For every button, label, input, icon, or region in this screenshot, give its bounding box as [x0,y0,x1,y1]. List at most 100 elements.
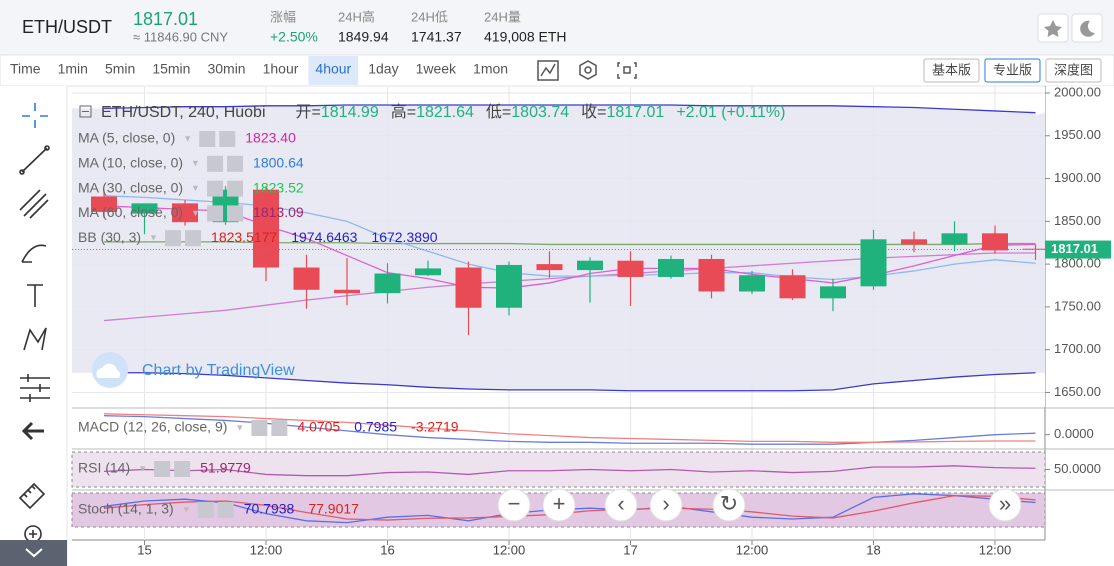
candle-body [779,275,806,299]
remove-button[interactable] [217,502,234,518]
indicator-value: 1813.09 [253,204,304,220]
remove-button[interactable] [227,180,244,197]
measure-tool[interactable] [20,374,50,402]
settings-button[interactable] [199,131,216,147]
nav-button[interactable] [542,488,576,522]
x-tick-label: 12:00 [493,542,526,557]
indicator-name: RSI (14) [78,460,130,476]
candle-body [415,268,441,276]
pane-y-label: 50.0000 [1054,461,1101,476]
remove-button[interactable] [227,155,244,172]
settings-button[interactable] [207,180,224,197]
settings-button[interactable] [197,502,214,518]
settings-button[interactable] [207,205,224,222]
trendline-tool[interactable] [21,147,48,173]
interval-button[interactable]: 15min [152,61,190,77]
indicator-value: -3.2719 [411,419,459,435]
interval-button[interactable]: 5min [105,61,135,77]
version-button[interactable]: 深度图 [1054,62,1093,77]
y-tick-label: 1850.00 [1054,213,1101,228]
drawing-tools [18,103,50,543]
indicator-value: 1974.6463 [291,229,357,245]
candle-body [820,286,846,299]
ohlc-value: 1814.99 [321,104,379,121]
interval-button[interactable]: 1week [416,61,457,77]
nav-button[interactable] [649,488,683,522]
ruler-tool[interactable] [18,482,46,510]
y-tick-label: 1750.00 [1054,298,1101,313]
remove-button[interactable] [271,420,288,436]
remove-button[interactable] [219,131,236,147]
x-tick-label: 12:00 [736,542,769,557]
dropdown-arrow: ▼ [138,463,147,473]
indicator-name: MACD (12, 26, close, 9) [78,419,227,435]
interval-button[interactable]: 1mon [473,61,508,77]
version-button[interactable]: 专业版 [993,62,1032,77]
interval-button[interactable]: 1day [368,61,398,77]
stat-value: +2.50% [270,29,318,45]
dropdown-arrow: ▼ [183,133,192,143]
candle-body [941,233,968,245]
nav-button[interactable] [988,488,1022,522]
interval-button[interactable]: 1hour [263,61,299,77]
sidebar-collapse[interactable] [0,540,67,566]
version-frame[interactable] [984,58,1041,83]
interval-button[interactable]: 1min [58,61,88,77]
header-bg [0,0,1114,55]
remove-button[interactable] [174,461,191,477]
indicator-value: 1672.3890 [371,229,437,245]
settings-button[interactable] [207,155,224,172]
x-tick-label: 17 [623,542,637,557]
remove-button[interactable] [185,230,202,247]
interval-button[interactable]: Time [10,61,41,77]
indicator-value: 4.0705 [297,419,340,435]
nav-glyph: » [999,491,1011,516]
y-tick-label: 1900.00 [1054,170,1101,185]
indicator-value: 70.7938 [244,501,295,517]
nav-button[interactable] [604,488,638,522]
last-price-tag [1045,240,1111,259]
y-tick-label: 1650.00 [1054,384,1101,399]
candle-body [496,264,522,308]
brush-tool[interactable] [21,244,47,263]
candle-body [91,196,117,212]
interval-active-bg [308,56,359,85]
x-tick-label: 12:00 [979,542,1012,557]
dropdown-arrow: ▼ [149,233,158,243]
settings-button[interactable] [165,230,182,247]
text-tool[interactable] [27,284,43,307]
indicator-line [103,465,1036,477]
stat-label: 24H量 [484,9,521,24]
indicator-button[interactable] [537,60,559,81]
nav-glyph: › [662,491,669,516]
bb-upper [103,104,1036,114]
remove-button[interactable] [227,205,244,222]
version-button[interactable]: 基本版 [932,62,971,77]
stat-value: 419,008 ETH [484,29,567,45]
crosshair-tool[interactable] [22,103,48,128]
pattern-tool[interactable] [23,327,47,351]
dropdown-arrow: ▼ [191,158,200,168]
interval-button[interactable]: 4hour [315,61,351,77]
collapse-box[interactable] [79,105,92,118]
version-frame[interactable] [1045,58,1102,83]
interval-button[interactable]: 30min [207,61,245,77]
candle-body [455,267,482,308]
fib-tool[interactable] [19,189,49,219]
version-frame[interactable] [923,58,980,83]
dropdown-arrow: ▼ [191,183,200,193]
tv-cloud [96,363,121,378]
toolbar-icons [537,60,637,81]
chevron-icon [25,548,43,558]
settings-button[interactable] [154,461,171,477]
candle-body [172,203,198,223]
indicator-value: 0.7985 [354,419,397,435]
candle-body [536,264,563,271]
nav-button[interactable] [712,488,746,522]
settings-button[interactable] [579,60,597,80]
settings-button[interactable] [251,420,268,436]
nav-button[interactable] [497,488,531,522]
back-tool[interactable] [21,421,44,441]
snapshot-button[interactable] [617,62,637,79]
